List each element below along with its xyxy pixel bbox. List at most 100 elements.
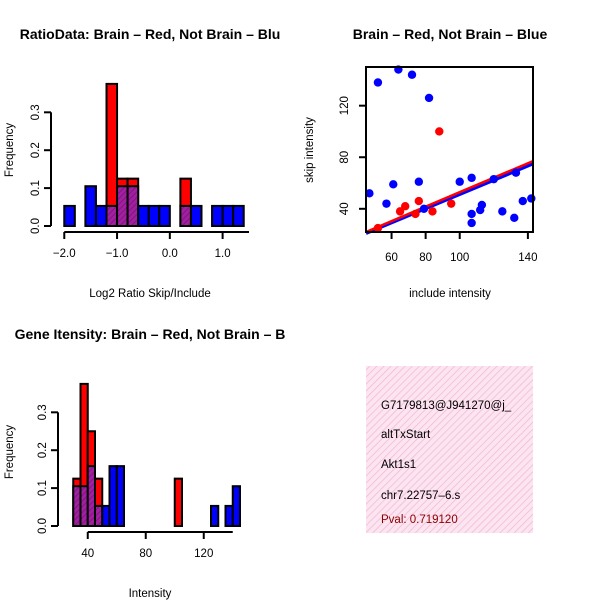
scatter-plot-box [365,66,534,233]
ratio-blue-bar-12 [221,204,235,227]
gene-blue-bar-8 [224,504,234,528]
gene-blue-bar-2 [86,465,96,527]
ratio-x-tick-label-1: −1.0 [106,248,129,260]
scatter-blue-point-9 [455,177,464,186]
scatter-panel: Brain – Red, Not Brain – Blue 60 80 100 140… [304,26,547,300]
scatter-red-point-6 [435,127,444,136]
ratio-x-tick-label-2: 0.0 [162,248,178,260]
location-text: chr7.22757–6.s [381,490,461,502]
ratio-histogram-axes: −2.0 −1.0 0.0 1.0 0.0 0.1 0.2 0.3 [30,104,249,260]
ratio-y-tick-label-0: 0.0 [30,218,42,234]
scatter-x-tick-label-0: 60 [385,252,398,264]
ratio-histogram-panel: RatioData: Brain – Red, Not Brain – Blu … [4,26,280,300]
scatter-red-point-4 [414,196,424,206]
scatter-ylabel: skip intensity [304,117,316,183]
ratio-y-tick-label-3: 0.3 [30,104,42,120]
ratio-blue-bar-10 [189,204,203,227]
scatter-blue-point-0 [365,189,374,198]
gene-intensity-bars [72,382,241,528]
ratio-histogram-ylabel: Frequency [4,123,16,178]
info-box-background [366,366,533,533]
scatter-red-point-3 [411,209,420,219]
scatter-red-point-1 [395,207,405,216]
scatter-x-tick-label-3: 140 [518,252,537,264]
scatter-blue-point-17 [510,213,519,223]
gene-blue-bar-5 [108,465,118,527]
scatter-blue-point-5 [407,70,417,79]
gene-intensity-ylabel: Frequency [4,425,16,480]
ratio-y-tick-label-1: 0.1 [30,180,42,196]
ratio-blue-bar-7 [147,204,161,227]
gene-blue-bar-3 [94,504,104,528]
event-id-text: G7179813@J941270@j_ [381,400,512,412]
ratio-blue-bar-2 [94,204,108,227]
ratio-x-tick-label-3: 1.0 [215,248,231,260]
event-type-text: altTxStart [381,429,431,441]
gene-intensity-xlabel: Intensity [129,588,172,600]
gene-blue-bar-6 [115,465,125,527]
ratio-blue-bar-6 [137,204,150,227]
scatter-blue-point-15 [489,174,499,184]
scatter-x-tick-label-1: 80 [419,252,432,264]
scatter-blue-point-2 [382,199,391,208]
scatter-red-point-2 [400,202,410,211]
scatter-xlabel: include intensity [409,288,491,300]
scatter-blue-point-7 [424,93,434,103]
scatter-blue-point-18 [511,168,521,177]
scatter-blue-point-10 [467,173,476,183]
ratio-histogram-bars [63,82,245,228]
scatter-x-tick-label-2: 100 [450,252,469,264]
scatter-red-point-7 [447,199,456,208]
ratio-blue-bar-0 [63,204,76,227]
gene-y-tick-label-1: 0.1 [37,480,49,496]
gene-name-text: Akt1s1 [381,459,416,471]
scatter-blue-point-6 [414,177,424,186]
ratio-blue-bar-11 [211,204,224,227]
scatter-blue-point-3 [389,180,398,189]
gene-x-tick-label-1: 80 [139,548,152,560]
ratio-blue-bar-8 [158,204,171,227]
scatter-blue-point-13 [477,200,487,210]
gene-intensity-axes: 40 80 120 0.0 0.1 0.2 0.3 [37,404,233,560]
scatter-y-tick-label-0: 40 [339,202,351,215]
scatter-points [365,65,536,233]
gene-x-tick-label-0: 40 [81,548,94,560]
ratio-histogram-title: RatioData: Brain – Red, Not Brain – Blu [20,26,281,42]
scatter-red-fit-line [365,159,534,234]
ratio-blue-bar-9 [179,204,192,227]
gene-blue-bar-4 [101,504,111,528]
ratio-red-bar-0 [105,82,119,228]
scatter-blue-fit-line [365,162,534,235]
scatter-red-point-5 [428,207,437,216]
gene-blue-bar-7 [210,504,220,528]
ratio-histogram-xlabel: Log2 Ratio Skip/Include [89,288,210,300]
scatter-blue-point-16 [498,207,507,216]
scatter-blue-point-14 [467,218,476,228]
event-info-panel: G7179813@J941270@j_ altTxStart Akt1s1 ch… [366,366,533,533]
ratio-blue-bar-4 [116,185,129,227]
scatter-y-tick-label-1: 80 [339,151,351,164]
scatter-title: Brain – Red, Not Brain – Blue [353,26,548,42]
gene-y-tick-label-0: 0.0 [37,518,49,534]
gene-blue-bar-0 [72,485,82,528]
scatter-y-tick-label-2: 120 [339,96,351,115]
gene-y-tick-label-2: 0.2 [37,442,49,458]
gene-blue-bar-9 [231,485,241,528]
scatter-fit-lines [365,159,534,235]
gene-x-tick-label-2: 120 [194,548,213,560]
scatter-blue-point-12 [467,209,476,219]
gene-y-tick-label-3: 0.3 [37,404,49,420]
pval-text: Pval: 0.719120 [381,514,458,526]
gene-red-bar-4 [173,477,183,528]
ratio-blue-bar-13 [232,204,245,227]
scatter-blue-point-19 [518,196,527,206]
ratio-blue-bar-5 [126,185,140,227]
scatter-blue-point-1 [373,78,383,87]
scatter-blue-point-20 [527,194,536,203]
ratio-blue-bar-3 [105,204,119,227]
scatter-blue-point-8 [419,204,429,213]
gene-intensity-title: Gene Itensity: Brain – Red, Not Brain – … [15,326,286,342]
scatter-axes: 60 80 100 140 40 80 120 [339,96,537,264]
